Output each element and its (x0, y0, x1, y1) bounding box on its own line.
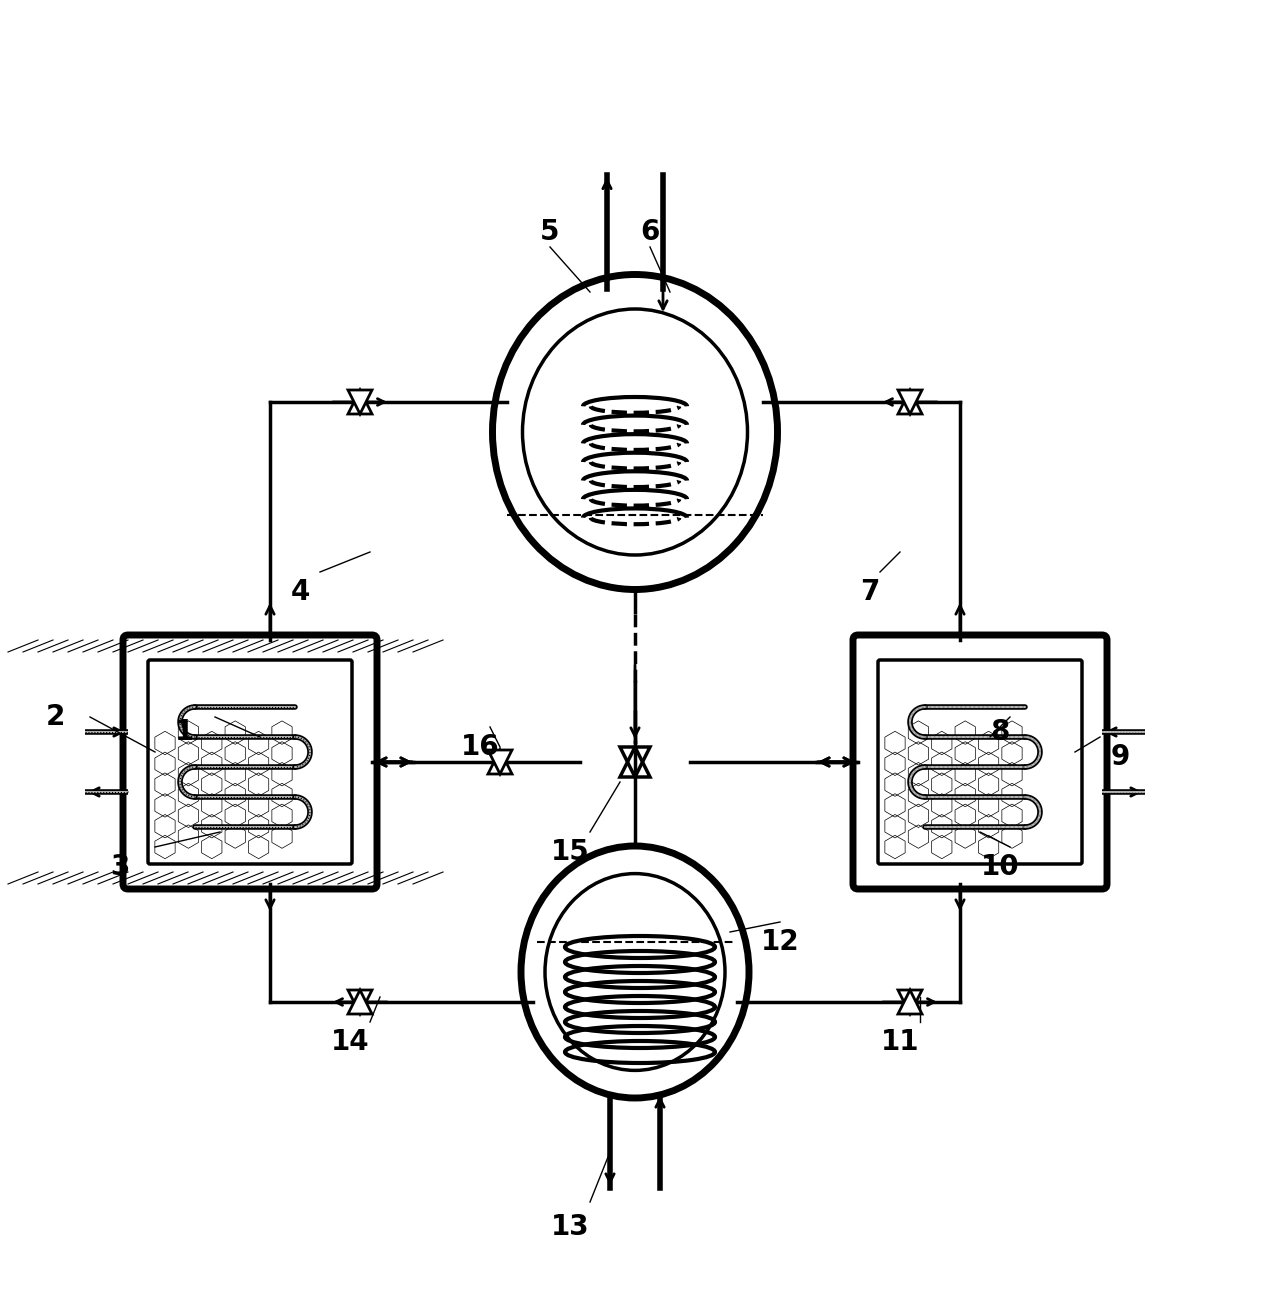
Text: 8: 8 (990, 718, 1010, 747)
Polygon shape (489, 750, 511, 774)
Text: 5: 5 (541, 218, 560, 247)
Text: 6: 6 (641, 218, 660, 247)
Text: 10: 10 (981, 853, 1019, 880)
Polygon shape (348, 390, 372, 415)
Text: 3: 3 (110, 853, 129, 880)
Text: 4: 4 (291, 579, 310, 606)
Polygon shape (898, 390, 923, 415)
Text: 15: 15 (551, 838, 589, 866)
Polygon shape (898, 991, 923, 1014)
Text: 12: 12 (760, 928, 799, 956)
Text: 16: 16 (461, 733, 499, 761)
Polygon shape (489, 750, 511, 774)
Polygon shape (898, 390, 923, 415)
Polygon shape (898, 991, 923, 1014)
Text: 9: 9 (1110, 743, 1129, 771)
Polygon shape (348, 390, 372, 415)
Text: 1: 1 (175, 718, 194, 747)
Text: 2: 2 (46, 703, 65, 731)
Text: 14: 14 (331, 1029, 369, 1056)
Polygon shape (348, 991, 372, 1014)
Text: 7: 7 (860, 579, 879, 606)
Polygon shape (348, 991, 372, 1014)
Text: 11: 11 (881, 1029, 919, 1056)
Text: 13: 13 (551, 1214, 589, 1241)
